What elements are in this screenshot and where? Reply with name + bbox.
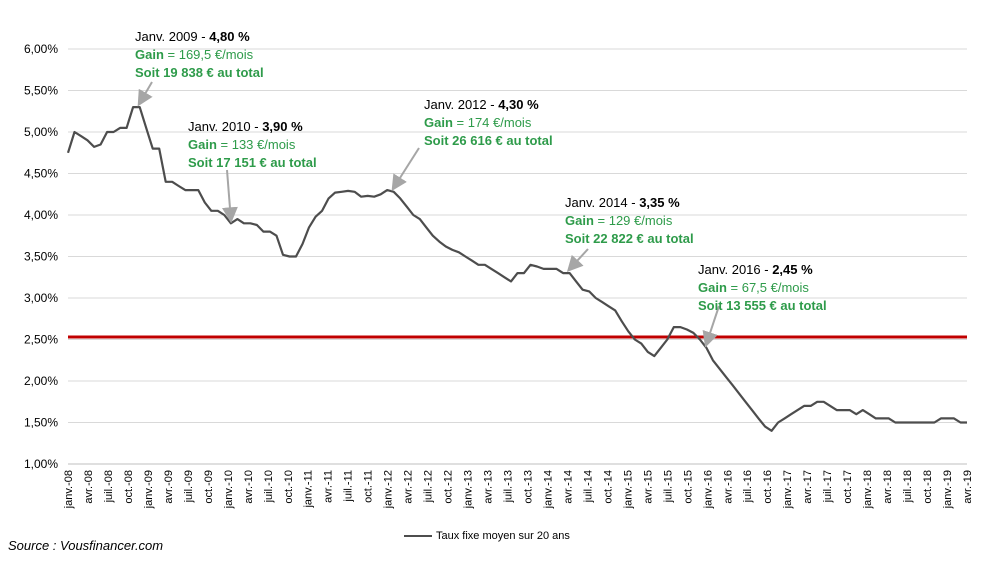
y-tick-label: 2,50%: [24, 333, 58, 347]
y-tick-label: 5,50%: [24, 84, 58, 98]
x-tick-label: juil.-12: [423, 470, 435, 503]
x-tick-label: janv.-17: [782, 470, 794, 509]
legend-swatch: [404, 535, 432, 537]
x-tick-label: avr.-15: [642, 470, 654, 504]
x-tick-label: juil.-09: [183, 470, 195, 503]
x-tick-label: janv.-15: [622, 470, 634, 509]
x-tick-label: janv.-14: [542, 470, 554, 509]
x-tick-label: janv.-18: [862, 470, 874, 509]
x-tick-label: avr.-14: [562, 470, 574, 504]
annotation-arrow: [137, 81, 153, 107]
x-tick-label: janv.-13: [463, 470, 475, 509]
legend-label: Taux fixe moyen sur 20 ans: [436, 530, 570, 542]
x-tick-label: juil.-10: [263, 470, 275, 503]
x-tick-label: janv.-19: [942, 470, 954, 509]
series-line: [66, 105, 967, 432]
annotation-2010: Janv. 2010 - 3,90 % Gain = 133 €/mois So…: [188, 119, 317, 170]
x-tick-label: janv.-10: [223, 470, 235, 509]
x-tick-label: janv.-08: [63, 470, 75, 509]
x-tick-label: avr.-12: [403, 470, 415, 504]
annotation-arrow: [391, 147, 420, 192]
x-tick-label: avr.-18: [882, 470, 894, 504]
x-tick-label: oct.-15: [682, 470, 694, 504]
x-tick-label: oct.-11: [363, 470, 375, 503]
annotation-2016: Janv. 2016 - 2,45 % Gain = 67,5 €/mois S…: [698, 262, 827, 313]
x-tick-label: juil.-11: [343, 470, 355, 503]
x-tick-label: oct.-08: [123, 470, 135, 504]
x-tick-label: janv.-16: [702, 470, 714, 509]
y-tick-label: 4,00%: [24, 208, 58, 222]
y-tick-label: 2,00%: [24, 374, 58, 388]
x-tick-label: avr.-16: [722, 470, 734, 504]
x-tick-label: oct.-10: [283, 470, 295, 504]
x-tick-label: juil.-17: [822, 470, 834, 503]
x-tick-label: oct.-16: [762, 470, 774, 504]
x-tick-label: avr.-17: [802, 470, 814, 504]
annotation-2009: Janv. 2009 - 4,80 % Gain = 169,5 €/mois …: [135, 29, 264, 80]
annotation-2014: Janv. 2014 - 3,35 % Gain = 129 €/mois So…: [565, 195, 694, 246]
x-tick-label: avr.-13: [483, 470, 495, 504]
x-tick-label: oct.-14: [602, 470, 614, 504]
y-tick-label: 3,50%: [24, 250, 58, 264]
x-tick-label: janv.-12: [383, 470, 395, 509]
x-tick-label: juil.-14: [582, 470, 594, 503]
x-tick-label: oct.-17: [842, 470, 854, 504]
y-tick-label: 1,50%: [24, 416, 58, 430]
y-tick-label: 1,00%: [24, 457, 58, 471]
x-tick-label: avr.-11: [323, 470, 335, 503]
annotation-2012: Janv. 2012 - 4,30 % Gain = 174 €/mois So…: [424, 97, 553, 148]
y-tick-label: 4,50%: [24, 167, 58, 181]
x-tick-label: oct.-12: [443, 470, 455, 504]
y-tick-label: 5,00%: [24, 125, 58, 139]
x-tick-label: avr.-10: [243, 470, 255, 504]
y-tick-label: 6,00%: [24, 42, 58, 56]
x-tick-label: oct.-09: [203, 470, 215, 504]
x-tick-label: oct.-13: [522, 470, 534, 504]
annotation-arrow: [702, 305, 720, 348]
x-tick-label: juil.-13: [503, 470, 515, 503]
x-tick-label: juil.-16: [742, 470, 754, 503]
annotation-arrow: [566, 248, 589, 273]
x-tick-label: juil.-15: [662, 470, 674, 503]
annotation-arrow: [221, 169, 238, 224]
y-tick-label: 3,00%: [24, 291, 58, 305]
x-tick-label: avr.-09: [163, 470, 175, 504]
x-tick-label: oct.-18: [922, 470, 934, 504]
source-credit: Source : Vousfinancer.com: [8, 538, 164, 553]
x-tick-label: janv.-09: [143, 470, 155, 509]
x-tick-label: janv.-11: [303, 470, 315, 509]
x-tick-label: avr.-08: [83, 470, 95, 504]
chart-legend: Taux fixe moyen sur 20 ans: [404, 530, 570, 542]
x-tick-label: avr.-19: [962, 470, 974, 504]
x-tick-label: juil.-08: [103, 470, 115, 503]
x-tick-label: juil.-18: [902, 470, 914, 503]
